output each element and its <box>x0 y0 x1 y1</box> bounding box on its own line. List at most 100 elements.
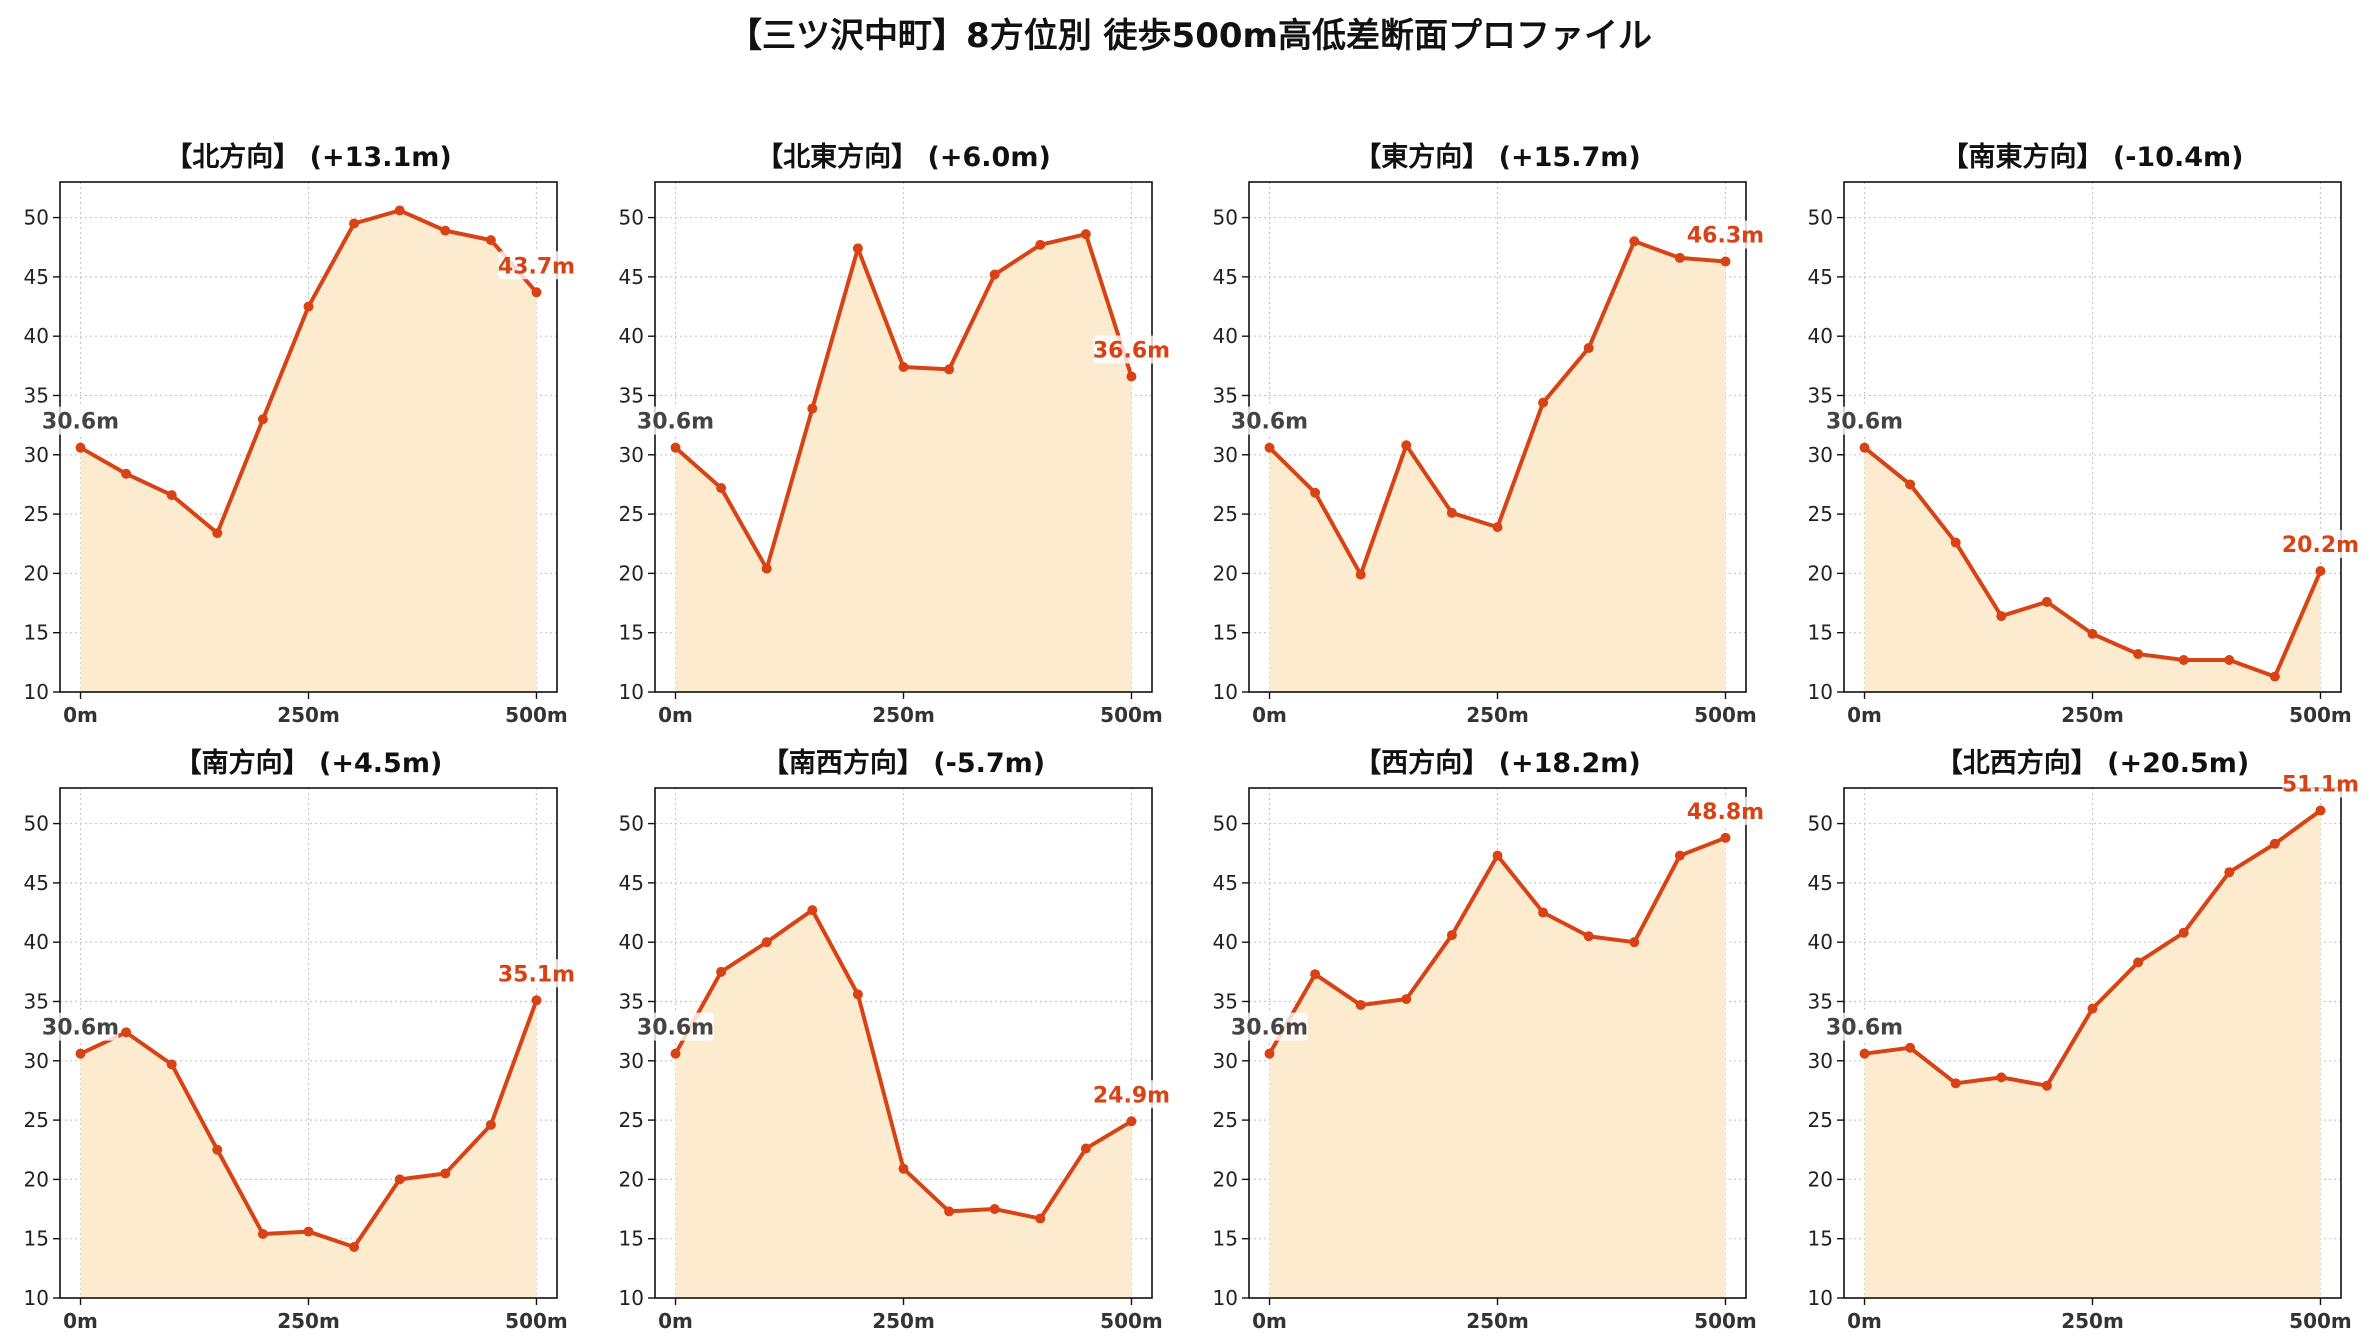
data-point <box>670 1048 681 1059</box>
data-point <box>807 403 818 414</box>
data-point <box>1264 1048 1275 1059</box>
x-tick-label: 500m <box>505 1309 568 1333</box>
data-point <box>121 1027 132 1038</box>
data-point <box>670 442 681 453</box>
panel-title: 【北東方向】 (+6.0m) <box>756 141 1051 173</box>
data-point <box>1950 537 1961 548</box>
y-tick-label: 20 <box>1213 1167 1238 1191</box>
area-fill <box>1269 837 1726 1298</box>
data-point <box>1629 937 1640 948</box>
y-tick-label: 40 <box>1808 930 1833 954</box>
area-fill <box>1864 447 2321 692</box>
y-tick-label: 15 <box>1808 1227 1833 1251</box>
x-tick-label: 0m <box>63 1309 98 1333</box>
data-point <box>1080 229 1091 240</box>
start-label-bg <box>637 1012 714 1041</box>
data-point <box>1538 907 1549 918</box>
data-point <box>1996 1072 2007 1083</box>
y-tick-label: 30 <box>24 1049 49 1073</box>
data-point <box>1446 930 1457 941</box>
y-tick-label: 30 <box>24 443 49 467</box>
y-tick-label: 45 <box>619 871 644 895</box>
y-tick-label: 35 <box>24 989 49 1013</box>
data-point <box>1538 397 1549 408</box>
data-point <box>2133 957 2144 968</box>
end-label-bg <box>498 959 575 988</box>
end-elevation-label: 20.2m <box>2282 533 2359 558</box>
y-tick-label: 40 <box>1213 930 1238 954</box>
data-point <box>898 1163 909 1174</box>
start-elevation-label: 30.6m <box>637 410 714 435</box>
y-tick-label: 40 <box>24 930 49 954</box>
data-point <box>257 1228 268 1239</box>
end-label-bg <box>498 251 575 280</box>
start-elevation-label: 30.6m <box>1231 410 1308 435</box>
y-tick-label: 35 <box>1213 383 1238 407</box>
data-point <box>303 1226 314 1237</box>
x-tick-label: 500m <box>1694 1309 1757 1333</box>
y-tick-label: 20 <box>1808 561 1833 585</box>
end-label-bg <box>1687 220 1764 249</box>
data-point <box>1492 850 1503 861</box>
y-tick-label: 10 <box>619 680 644 704</box>
panel-title: 【西方向】 (+18.2m) <box>1354 747 1640 779</box>
start-label-bg <box>1826 406 1903 435</box>
y-tick-label: 20 <box>1213 561 1238 585</box>
y-tick-label: 45 <box>1213 871 1238 895</box>
y-tick-label: 45 <box>619 265 644 289</box>
x-tick-label: 500m <box>505 703 568 727</box>
y-tick-label: 50 <box>619 206 644 230</box>
y-tick-label: 45 <box>24 871 49 895</box>
data-point <box>2315 805 2326 816</box>
y-tick-label: 10 <box>1213 680 1238 704</box>
data-point <box>1401 994 1412 1005</box>
start-label-bg <box>1231 1012 1308 1041</box>
area-fill <box>675 910 1132 1298</box>
y-tick-label: 25 <box>1213 1108 1238 1132</box>
data-point <box>531 287 542 298</box>
y-tick-label: 20 <box>24 561 49 585</box>
panel-title: 【北方向】 (+13.1m) <box>165 141 451 173</box>
start-elevation-label: 30.6m <box>42 410 119 435</box>
data-point <box>944 1206 955 1217</box>
data-point <box>485 1119 496 1130</box>
data-point <box>1126 371 1137 382</box>
data-point <box>1401 440 1412 451</box>
x-tick-label: 250m <box>277 1309 340 1333</box>
data-point <box>2224 654 2235 665</box>
data-point <box>1355 1000 1366 1011</box>
data-point <box>852 243 863 254</box>
data-point <box>303 301 314 312</box>
y-tick-label: 45 <box>24 265 49 289</box>
end-elevation-label: 48.8m <box>1687 800 1764 825</box>
data-point <box>2087 1003 2098 1014</box>
x-tick-label: 250m <box>2061 1309 2124 1333</box>
data-point <box>1950 1078 1961 1089</box>
data-point <box>852 989 863 1000</box>
data-point <box>2041 1080 2052 1091</box>
y-tick-label: 35 <box>24 383 49 407</box>
y-tick-label: 15 <box>24 621 49 645</box>
data-point <box>716 483 727 493</box>
y-tick-label: 15 <box>1808 621 1833 645</box>
start-label-bg <box>42 406 119 435</box>
data-point <box>1583 931 1594 942</box>
area-fill <box>1269 241 1726 693</box>
x-tick-label: 0m <box>63 703 98 727</box>
data-point <box>485 235 496 246</box>
start-label-bg <box>637 406 714 435</box>
y-tick-label: 15 <box>1213 621 1238 645</box>
start-label-bg <box>42 1012 119 1041</box>
end-label-bg <box>1093 1080 1170 1109</box>
y-tick-label: 30 <box>1213 443 1238 467</box>
data-point <box>989 269 1000 280</box>
y-tick-label: 35 <box>619 383 644 407</box>
x-tick-label: 500m <box>2289 703 2352 727</box>
x-tick-label: 0m <box>1847 703 1882 727</box>
data-point <box>2133 649 2144 660</box>
